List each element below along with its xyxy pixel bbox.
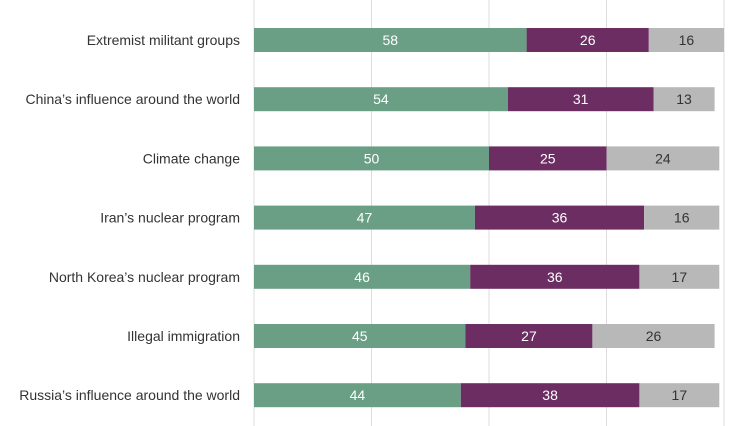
bar-segment (254, 264, 471, 289)
bar-segment (606, 146, 720, 171)
bars: 58 26 16 54 31 13 50 25 24 47 36 16 46 36 17 45 27 26 44 38… (254, 28, 724, 408)
bar-segment (507, 87, 654, 112)
value-label: 38 (542, 387, 558, 403)
bar-segment (254, 146, 489, 171)
category-label: North Korea’s nuclear program (49, 269, 240, 285)
bar-segment (653, 87, 715, 112)
value-label: 16 (674, 210, 690, 226)
value-label: 36 (547, 269, 563, 285)
bar-segment (460, 383, 640, 408)
value-label: 54 (373, 91, 389, 107)
value-label: 24 (655, 150, 671, 166)
category-label: China’s influence around the world (25, 91, 240, 107)
category-label: Extremist militant groups (87, 32, 240, 48)
bar-segment (254, 324, 466, 348)
value-label: 36 (552, 210, 568, 226)
value-label: 26 (646, 328, 662, 344)
value-label: 17 (672, 269, 688, 285)
value-label: 17 (672, 387, 688, 403)
bar-segment (254, 28, 527, 52)
category-labels: Extremist militant groups China’s influen… (19, 32, 240, 403)
bar-segment (489, 146, 607, 171)
category-label: Iran’s nuclear program (100, 210, 240, 226)
value-label: 44 (350, 387, 366, 403)
bar-segment (639, 264, 720, 289)
value-label: 50 (364, 150, 380, 166)
value-label: 58 (383, 32, 399, 48)
value-label: 31 (573, 91, 589, 107)
category-label: Illegal immigration (127, 328, 240, 344)
bar-segment (526, 28, 649, 52)
value-label: 46 (354, 269, 370, 285)
bar-segment (648, 28, 724, 52)
bar-segment (254, 383, 461, 408)
bar-segment (592, 324, 715, 348)
value-label: 27 (521, 328, 537, 344)
bar-segment (470, 264, 640, 289)
value-label: 25 (540, 150, 556, 166)
bar-segment (465, 324, 593, 348)
bar-segment (254, 87, 508, 112)
category-label: Climate change (143, 150, 240, 166)
bar-segment (254, 205, 475, 230)
bar-segment (639, 383, 720, 408)
value-label: 26 (580, 32, 596, 48)
bar-segment (644, 205, 720, 230)
category-label: Russia’s influence around the world (19, 387, 240, 403)
value-label: 47 (357, 210, 373, 226)
value-label: 45 (352, 328, 368, 344)
value-label: 16 (679, 32, 695, 48)
value-label: 13 (676, 91, 692, 107)
bar-segment (474, 205, 645, 230)
